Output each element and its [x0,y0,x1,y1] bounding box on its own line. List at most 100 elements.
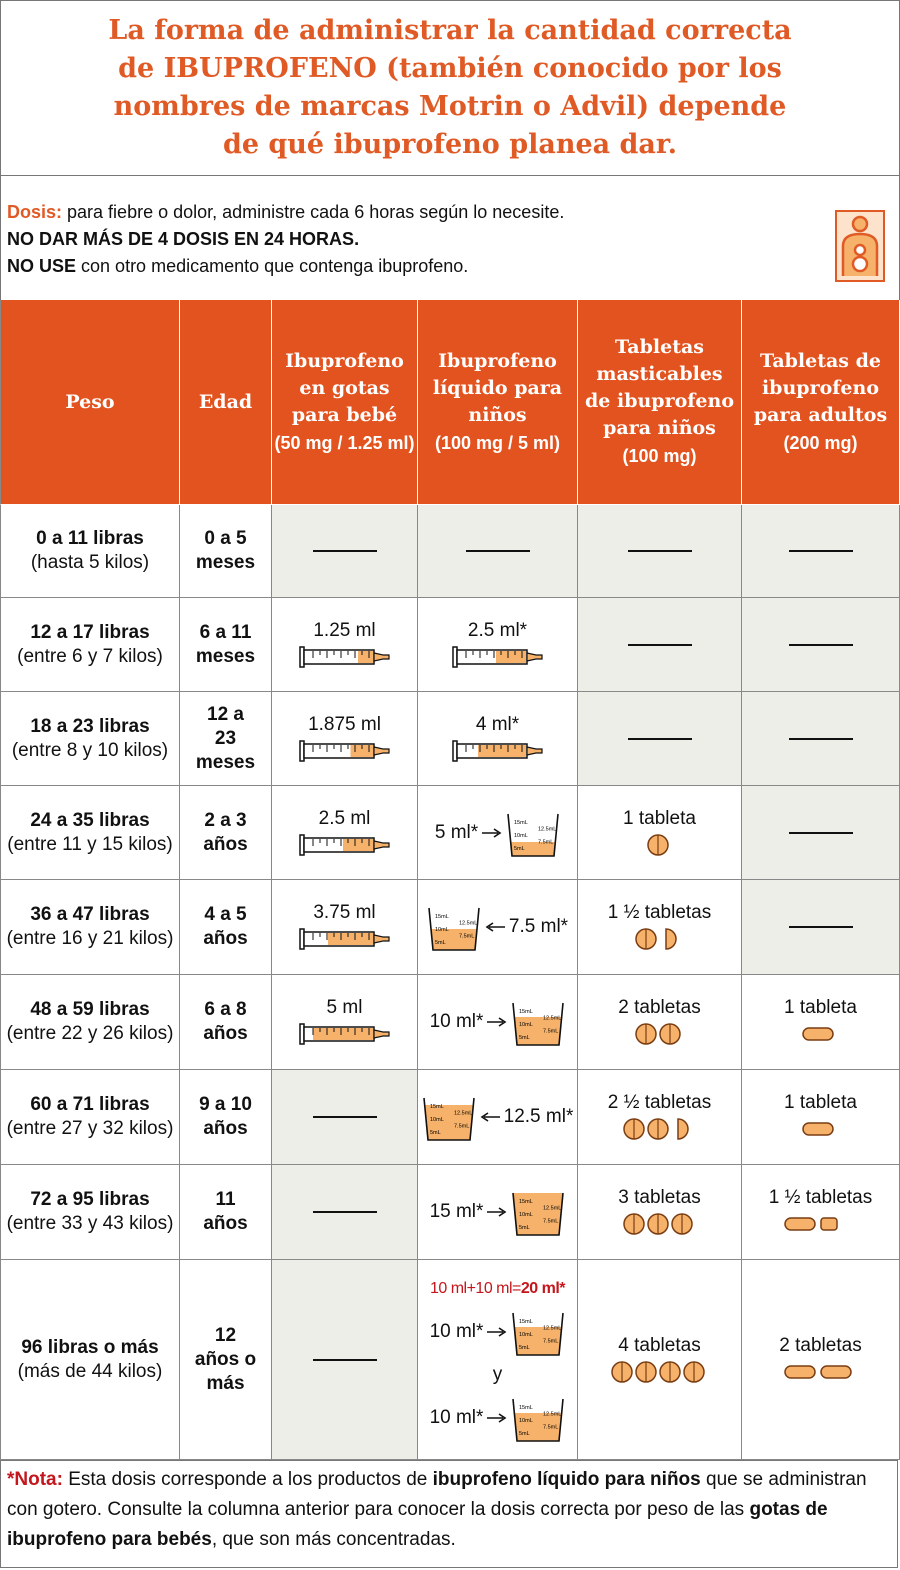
table-cell: 12 a 23 meses [180,692,272,786]
tablet [801,1122,834,1136]
syringe-icon [451,645,543,668]
age: 9 a 10 años [199,1094,252,1139]
cup-scale-label: 5mL [435,940,446,946]
table-cell: 1 tableta [742,1070,900,1165]
tablets [783,1364,852,1379]
header-name: Peso [65,390,115,413]
age: 6 a 8 años [203,999,248,1044]
empty-dash [788,737,853,740]
cup [512,1002,565,1046]
header-cell: Ibuprofeno en gotas para bebé (50 mg / 1.… [272,300,418,505]
note-part: , que son más concentradas. [211,1529,456,1550]
cup-scale-label: 10mL [519,1022,533,1028]
family-icon [835,210,885,282]
note-part: Esta dosis corresponde a los productos d… [68,1469,433,1490]
table-cell [578,598,742,692]
cup-scale-label: 15mL [519,1009,533,1015]
header-detail: (200 mg) [783,432,858,453]
header-cell: Tabletas masticables de ibuprofeno para … [578,300,742,505]
syringe-icon [298,833,390,856]
empty-dash [788,643,853,646]
dose-label: 3 tabletas [618,1187,701,1208]
age: 6 a 11 meses [195,621,256,667]
half-tablet [664,928,677,950]
liquid [510,841,556,856]
dosis-warning: NO DAR MÁS DE 4 DOSIS EN 24 HORAS. [7,229,360,249]
weight: 24 a 35 libras [30,809,150,831]
liquid [514,1017,563,1045]
empty-dash [312,550,377,552]
arrow-shape [487,1017,507,1027]
cup [512,1312,565,1356]
tip [525,651,543,662]
syringe-icon [298,739,390,762]
arrow [487,1326,507,1337]
tablet [783,1217,816,1231]
weight: 36 a 47 libras [30,904,150,925]
cup-dose: 10 ml* 15mL 12.5mL 10mL 7.5mL 5mL [430,1307,566,1357]
dose-label: 2 ½ tabletas [607,1092,712,1113]
liquid [312,1028,373,1040]
tablet [819,1364,852,1379]
note-part: ibuprofeno líquido para niños [432,1469,701,1490]
table-cell: 60 a 71 libras (entre 27 y 32 kilos) [0,1070,180,1165]
header-detail: (50 mg / 1.25 ml) [274,432,415,453]
table-cell [272,1260,418,1460]
table-cell [742,786,900,880]
liquid [357,650,373,663]
empty-dash [788,926,853,928]
cup-scale-label: 15mL [514,820,528,826]
cup-scale-label: 7.5mL [538,839,553,845]
cup-icon: 15mL 12.5mL 10mL 7.5mL 5mL [507,813,559,857]
arrow [482,827,502,838]
cup-scale-label: 7.5mL [543,1424,558,1430]
cup [512,1398,565,1442]
table-cell: 6 a 8 años [180,975,272,1070]
table-cell: 6 a 11 meses [180,598,272,692]
tip [372,934,390,944]
dosis-line: NO DAR MÁS DE 4 DOSIS EN 24 HORAS. [7,229,359,250]
tablets [801,1122,834,1136]
weight-detail: (entre 16 y 21 kilos) [6,928,174,949]
cup-scale-label: 15mL [519,1405,533,1411]
weight: 0 a 11 libras [36,528,144,549]
empty-dash [627,550,692,552]
arrow-shape [487,1326,507,1337]
liquid [424,1105,473,1140]
weight: 72 a 95 libras [30,1189,150,1210]
note-text: Esta dosis corresponde a los productos d… [7,1469,867,1550]
half-tablet [676,1118,689,1140]
empty-dash [788,550,853,552]
table-cell: 1 ½ tabletas [742,1165,900,1260]
table-cell: 1 tableta [742,975,900,1070]
liquid [513,1193,564,1235]
weight-detail: (más de 44 kilos) [17,1360,163,1382]
table-cell: 96 libras o más (más de 44 kilos) [0,1260,180,1460]
dose-label: 2.5 ml* [467,619,528,641]
tip [525,745,543,756]
liquid [342,838,373,851]
liquid [350,744,373,757]
table-cell [742,692,900,786]
table-cell: 2 ½ tabletas [578,1070,742,1165]
note: *Nota: Esta dosis corresponde a los prod… [0,1460,898,1568]
tablets [646,833,669,856]
arrow [485,922,505,932]
cup-scale-label: 15mL [435,914,449,920]
cup-dose: 15mL 12.5mL 10mL 7.5mL 5mL 7.5 ml* [427,902,568,952]
table-cell [578,505,742,598]
table-cell [272,1165,418,1260]
header-name: Ibuprofeno líquido para niños [432,349,563,426]
cup-icon: 15mL 12.5mL 10mL 7.5mL 5mL [428,907,480,951]
dosis-line: Dosis: para fiebre o dolor, administre c… [7,202,564,223]
table-cell: 15mL 12.5mL 10mL 7.5mL 5mL 12.5 ml* [418,1070,578,1165]
cup-scale-label: 10mL [519,1332,533,1338]
cup-scale-label: 5mL [519,1431,530,1437]
table-cell: 10 ml* 15mL 12.5mL 10mL 7.5mL 5mL [418,975,578,1070]
table-cell: 10 ml+10 ml=20 ml* 10 ml* 15mL 12.5mL 10mL 7.… [418,1260,578,1460]
table-cell: 4 ml* [418,692,578,786]
note-part: que se administran con gotero. Consulte … [7,1469,867,1520]
table-cell: 36 a 47 libras (entre 16 y 21 kilos) [0,880,180,975]
weight-detail: (entre 11 y 15 kilos) [7,833,173,855]
table-cell: 1.875 ml [272,692,418,786]
